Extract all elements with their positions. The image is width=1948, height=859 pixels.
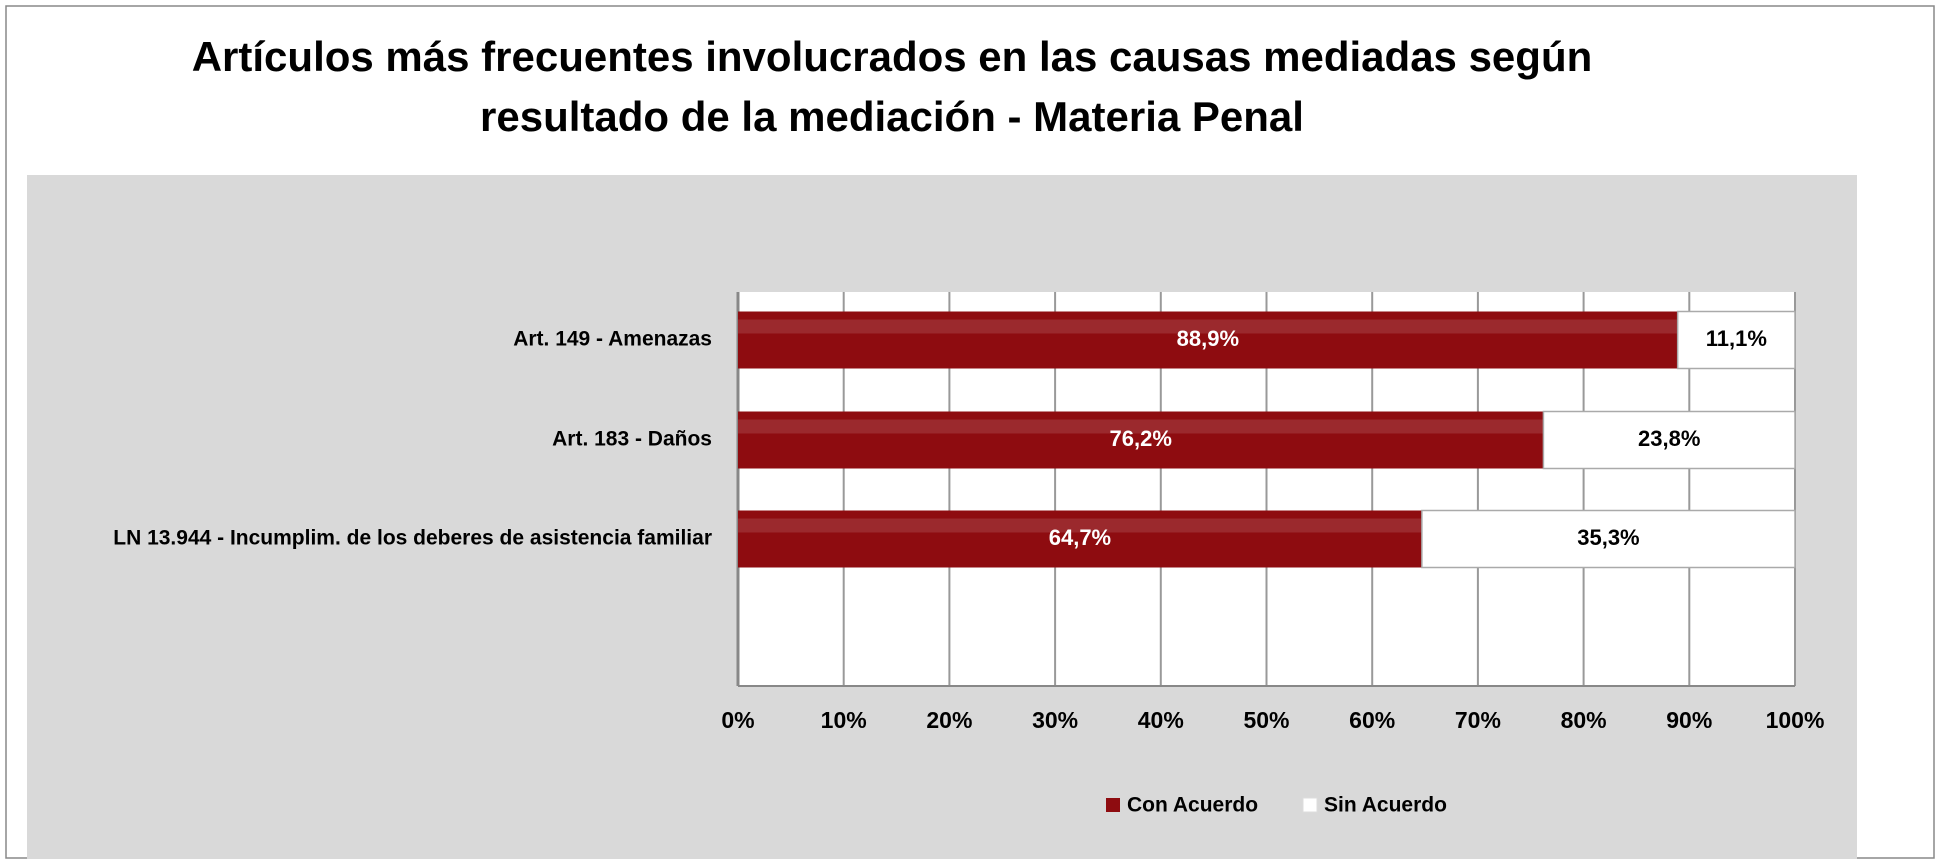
legend-label: Con Acuerdo — [1127, 794, 1258, 817]
data-label: 64,7% — [1049, 525, 1111, 550]
y-tick-label: Art. 183 - Daños — [552, 428, 712, 451]
x-tick-label: 80% — [1561, 707, 1607, 733]
x-tick-label: 30% — [1032, 707, 1078, 733]
x-tick-label: 10% — [821, 707, 867, 733]
data-label: 76,2% — [1110, 426, 1172, 451]
bar-segment — [1421, 509, 1796, 569]
x-tick-label: 90% — [1666, 707, 1712, 733]
chart-subtitle: resultado de la mediación - Materia Pena… — [480, 93, 1304, 140]
legend-swatch — [1302, 797, 1318, 813]
x-tick-label: 50% — [1243, 707, 1289, 733]
data-label: 35,3% — [1577, 525, 1639, 550]
x-tick-label: 20% — [926, 707, 972, 733]
data-label: 88,9% — [1177, 326, 1239, 351]
legend-label: Sin Acuerdo — [1324, 794, 1447, 817]
bar-segment — [1676, 310, 1796, 370]
bar-segment — [1542, 410, 1796, 470]
x-tick-label: 0% — [721, 707, 754, 733]
data-label: 23,8% — [1638, 426, 1700, 451]
x-tick-label: 100% — [1766, 707, 1825, 733]
y-tick-label: Art. 149 - Amenazas — [513, 328, 712, 351]
bar-segment — [738, 510, 1422, 568]
x-tick-label: 70% — [1455, 707, 1501, 733]
bar-highlight — [738, 419, 1544, 434]
bar-segment — [738, 411, 1544, 469]
legend-swatch — [1106, 798, 1120, 812]
y-tick-label: LN 13.944 - Incumplim. de los deberes de… — [113, 527, 712, 550]
data-label: 11,1% — [1706, 326, 1767, 351]
bar-highlight — [738, 319, 1678, 334]
x-tick-label: 60% — [1349, 707, 1395, 733]
bar-highlight — [738, 518, 1422, 533]
x-tick-label: 40% — [1138, 707, 1184, 733]
bar-segment — [738, 311, 1678, 369]
chart-title: Artículos más frecuentes involucrados en… — [192, 33, 1593, 80]
